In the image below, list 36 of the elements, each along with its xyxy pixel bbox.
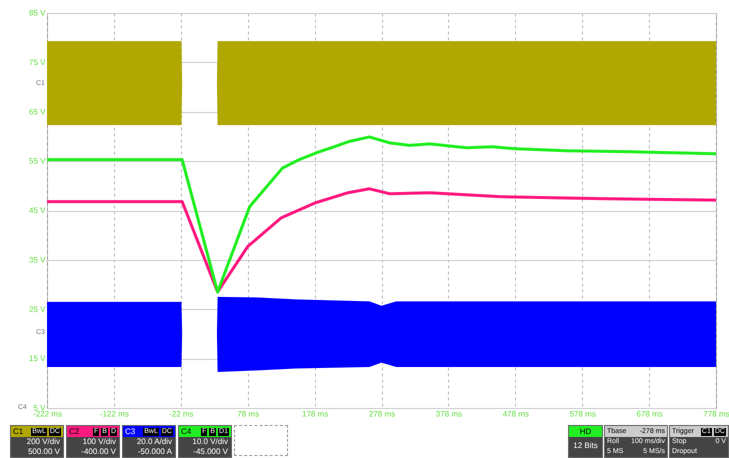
text: C2 — [69, 427, 80, 436]
x-tick-label: 278 ms — [368, 410, 396, 418]
x-tick-label: -22 ms — [169, 410, 194, 418]
x-tick-label: 378 ms — [436, 410, 462, 418]
text: 10.0 V/div — [191, 437, 229, 447]
text: 100 V/div — [82, 437, 117, 447]
x-tick-label: 678 ms — [636, 410, 663, 418]
y-tick-label: 25 V — [29, 304, 46, 314]
text: HD — [580, 427, 592, 436]
text: -45.000 V — [192, 447, 229, 457]
x-tick-label: 778 ms — [703, 410, 729, 418]
x-tick-label: 178 ms — [302, 410, 328, 418]
text: -400.00 V — [80, 447, 117, 457]
text: 200 V/div — [26, 437, 61, 447]
y-tick-label: 15 V — [29, 354, 46, 364]
y-tick-label: 35 V — [29, 255, 46, 264]
line-series — [46, 135, 718, 294]
y-tick-label: 75 V — [29, 58, 46, 67]
y-tick-label: 85 V — [29, 8, 46, 18]
y-tick-label: 5 V — [33, 404, 46, 412]
x-tick-label: 78 ms — [237, 410, 260, 418]
y-tick-label: 45 V — [29, 206, 46, 215]
text: C3 — [125, 427, 136, 436]
text: -50.000 A — [136, 447, 173, 457]
line-series — [46, 187, 718, 294]
text: C4 — [181, 427, 192, 436]
x-tick-label: 478 ms — [502, 410, 529, 418]
y-tick-label: 55 V — [29, 156, 46, 166]
x-tick-label: 578 ms — [570, 410, 596, 418]
x-tick-label: -122 ms — [100, 410, 129, 418]
text: 12 Bits — [572, 440, 599, 452]
x-tick-label: -222 ms — [33, 410, 62, 418]
text: C1 — [13, 427, 24, 436]
text: 500.00 V — [26, 447, 61, 457]
text: 20.0 A/div — [136, 437, 173, 447]
y-tick-label: 65 V — [29, 107, 46, 116]
